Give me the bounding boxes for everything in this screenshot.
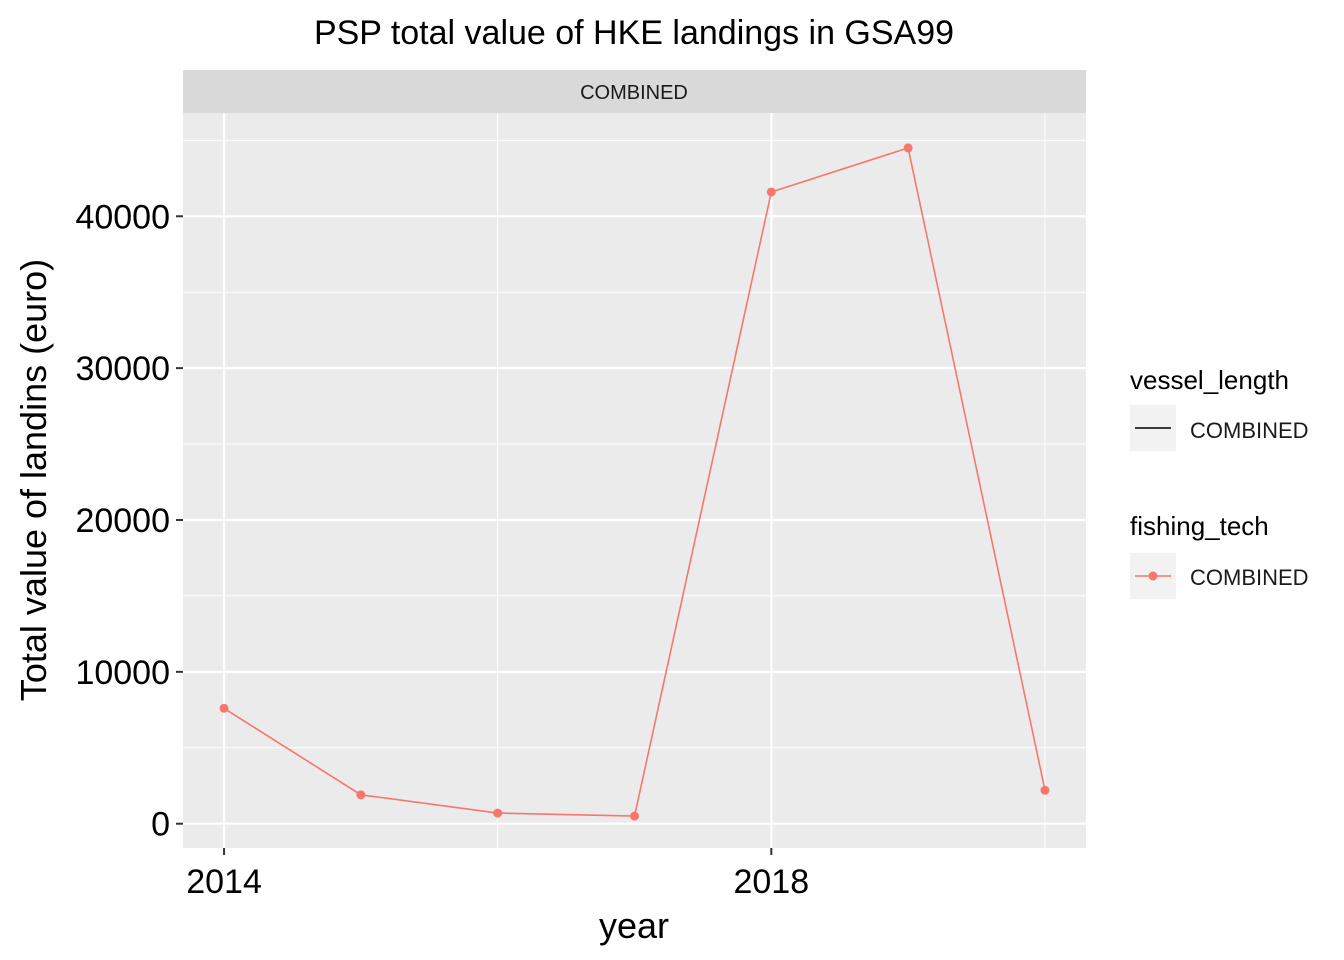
x-axis: 2014 2018 xyxy=(186,848,809,901)
y-tick-label: 10000 xyxy=(75,654,170,692)
legend-title: fishing_tech xyxy=(1130,511,1269,541)
legend-fishing-tech: fishing_tech COMBINED xyxy=(1130,511,1309,599)
legend-label: COMBINED xyxy=(1190,418,1309,443)
grid-minor xyxy=(183,113,1086,848)
data-point xyxy=(356,790,366,800)
x-axis-title: year xyxy=(599,905,669,946)
plot-panel xyxy=(183,113,1086,848)
data-point xyxy=(766,187,776,197)
y-tick-label: 0 xyxy=(151,806,170,844)
facet-strip xyxy=(183,70,1086,113)
legend-label: COMBINED xyxy=(1190,565,1309,590)
legend-point-key xyxy=(1148,571,1158,581)
y-axis: 0 10000 20000 30000 40000 xyxy=(75,198,183,844)
data-point xyxy=(630,811,639,821)
y-tick-label: 40000 xyxy=(75,198,170,236)
data-point xyxy=(493,808,503,818)
y-axis-title: Total value of landins (euro) xyxy=(13,259,54,701)
data-point xyxy=(1040,785,1050,795)
data-point xyxy=(903,143,913,153)
y-tick-label: 30000 xyxy=(75,350,170,388)
y-tick-label: 20000 xyxy=(75,502,170,540)
series-layer xyxy=(219,143,1050,821)
chart-title: PSP total value of HKE landings in GSA99 xyxy=(314,14,954,52)
legend-vessel-length: vessel_length COMBINED xyxy=(1130,365,1309,451)
legend-title: vessel_length xyxy=(1130,365,1289,395)
x-tick-label: 2018 xyxy=(733,863,809,901)
facet-strip-label: COMBINED xyxy=(580,82,688,104)
x-tick-label: 2014 xyxy=(186,863,262,901)
grid-major xyxy=(183,113,1086,848)
data-point xyxy=(219,703,229,713)
